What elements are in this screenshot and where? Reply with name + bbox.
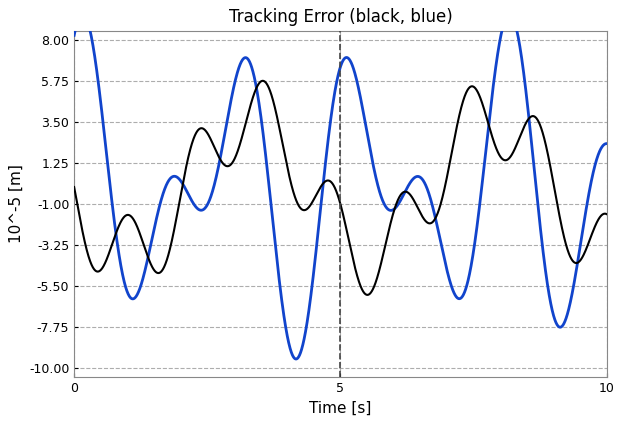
Y-axis label: 10^-5 [m]: 10^-5 [m]	[8, 165, 23, 243]
X-axis label: Time [s]: Time [s]	[309, 401, 371, 416]
Title: Tracking Error (black, blue): Tracking Error (black, blue)	[229, 8, 452, 26]
